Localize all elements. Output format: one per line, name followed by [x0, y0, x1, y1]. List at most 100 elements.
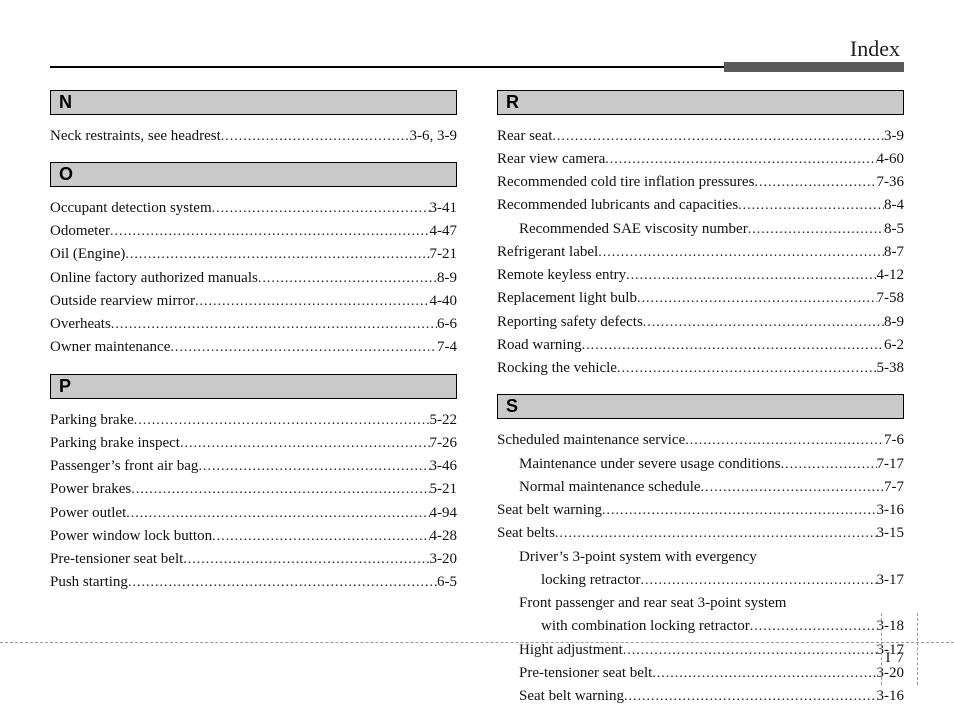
entry-label: Passenger’s front air bag	[50, 455, 198, 478]
index-entry: Power outlet 4-94	[50, 502, 457, 525]
index-page: Index N Neck restraints, see headrest3-6,…	[0, 0, 954, 685]
entry-label: Recommended lubricants and capacities	[497, 194, 738, 217]
entry-dots	[624, 686, 877, 708]
entry-dots	[748, 219, 884, 241]
entry-page: 7-36	[877, 171, 905, 194]
index-entry: Seat belt warning 3-16	[497, 685, 904, 708]
section-entries: Scheduled maintenance service 7-6Mainten…	[497, 429, 904, 708]
index-entry: Overheats 6-6	[50, 313, 457, 336]
entry-page: 8-5	[884, 218, 904, 241]
entry-label: Power outlet	[50, 502, 126, 525]
entry-page: 5-22	[430, 409, 458, 432]
footer-dashed-rule	[0, 642, 954, 643]
entry-page: 4-94	[430, 502, 458, 525]
page-header: Index	[50, 36, 904, 68]
entry-page: 3-6, 3-9	[410, 125, 458, 148]
entry-label: Seat belt warning	[519, 685, 624, 708]
section-letter: N	[59, 92, 72, 112]
entry-label: Refrigerant label	[497, 241, 598, 264]
index-entry: Recommended lubricants and capacities 8-…	[497, 194, 904, 217]
entry-page: 6-6	[437, 313, 457, 336]
entry-page: 7-17	[877, 453, 905, 476]
index-entry: Oil (Engine) 7-21	[50, 243, 457, 266]
entry-page: 5-21	[430, 478, 458, 501]
entry-dots	[754, 172, 876, 194]
entry-label: Normal maintenance schedule	[519, 476, 701, 499]
section-letter-box: P	[50, 374, 457, 399]
entry-page: 3-15	[877, 522, 905, 545]
entry-dots	[131, 479, 429, 501]
index-entry: Power window lock button4-28	[50, 525, 457, 548]
entry-dots	[652, 663, 876, 685]
index-entry: Outside rearview mirror 4-40	[50, 290, 457, 313]
entry-dots	[126, 503, 429, 525]
entry-page: 4-47	[430, 220, 458, 243]
index-entry: Rear view camera4-60	[497, 148, 904, 171]
entry-dots	[183, 549, 429, 571]
entry-dots	[198, 456, 429, 478]
entry-page: 8-9	[437, 267, 457, 290]
index-entry: Road warning 6-2	[497, 334, 904, 357]
entry-label: Recommended SAE viscosity number	[519, 218, 748, 241]
index-entry: Parking brake inspect 7-26	[50, 432, 457, 455]
entry-page: 4-40	[430, 290, 458, 313]
entry-page: 7-4	[437, 336, 457, 359]
section-entries: Rear seat3-9Rear view camera4-60Recommen…	[497, 125, 904, 381]
entry-dots	[598, 242, 884, 264]
entry-dots	[617, 358, 877, 380]
entry-dots	[180, 433, 430, 455]
header-rule	[50, 66, 904, 68]
entry-label: with combination locking retractor	[519, 615, 750, 638]
entry-label: Occupant detection system	[50, 197, 212, 220]
index-entry: Recommended SAE viscosity number 8-5	[497, 218, 904, 241]
entry-label: Oil (Engine)	[50, 243, 125, 266]
entry-label: Scheduled maintenance service	[497, 429, 685, 452]
index-entry: Parking brake 5-22	[50, 409, 457, 432]
entry-label: Seat belt warning	[497, 499, 602, 522]
entry-label: Online factory authorized manuals	[50, 267, 258, 290]
entry-dots	[552, 126, 884, 148]
entry-page: 5-38	[877, 357, 905, 380]
entry-dots	[781, 454, 877, 476]
entry-label: Pre-tensioner seat belt	[50, 548, 183, 571]
entry-label: Replacement light bulb	[497, 287, 637, 310]
entry-dots	[738, 195, 884, 217]
index-entry: locking retractor 3-17	[497, 569, 904, 592]
section-entries: Neck restraints, see headrest3-6, 3-9	[50, 125, 457, 148]
entry-label: Recommended cold tire inflation pressure…	[497, 171, 754, 194]
entry-page: 7-7	[884, 476, 904, 499]
index-entry: Online factory authorized manuals 8-9	[50, 267, 457, 290]
section-letter-box: S	[497, 394, 904, 419]
index-entry: Replacement light bulb 7-58	[497, 287, 904, 310]
entry-page: 7-26	[430, 432, 458, 455]
index-entry: Rear seat3-9	[497, 125, 904, 148]
entry-dots	[750, 616, 877, 638]
index-entry: Pre-tensioner seat belt 3-20	[50, 548, 457, 571]
index-entry: Occupant detection system3-41	[50, 197, 457, 220]
section-letter: R	[506, 92, 519, 112]
entry-dots	[582, 335, 884, 357]
entry-page: 7-6	[884, 429, 904, 452]
section-entries: Occupant detection system3-41Odometer 4-…	[50, 197, 457, 360]
index-entry: Power brakes 5-21	[50, 478, 457, 501]
page-title: Index	[50, 36, 904, 62]
entry-page: 7-58	[877, 287, 905, 310]
entry-dots	[212, 526, 429, 548]
entry-dots	[641, 570, 877, 592]
footer-page-number: 7	[897, 650, 905, 667]
footer-dashed-vert-1	[881, 613, 882, 685]
index-entry: Push starting6-5	[50, 571, 457, 594]
entry-page: 8-7	[884, 241, 904, 264]
entry-dots	[170, 337, 437, 359]
entry-label: locking retractor	[519, 569, 641, 592]
entry-dots	[258, 268, 437, 290]
entry-page: 4-28	[430, 525, 458, 548]
index-entry: Neck restraints, see headrest3-6, 3-9	[50, 125, 457, 148]
entry-label: Push starting	[50, 571, 128, 594]
entry-label: Overheats	[50, 313, 111, 336]
index-entry: Seat belts 3-15	[497, 522, 904, 545]
entry-page: 6-2	[884, 334, 904, 357]
index-entry: Maintenance under severe usage condition…	[497, 453, 904, 476]
index-entry: Driver’s 3-point system with evergency	[497, 546, 904, 569]
entry-label: Odometer	[50, 220, 110, 243]
